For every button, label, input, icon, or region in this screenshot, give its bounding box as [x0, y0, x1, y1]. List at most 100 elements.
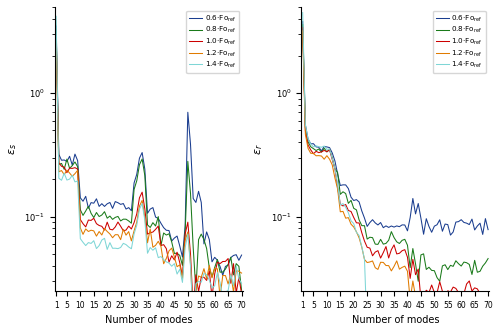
1.2·Fo$_\mathrm{ref}$ — [96, 229, 102, 233]
0.6·Fo$_\mathrm{ref}$ — [212, 255, 218, 259]
0.6·Fo$_\mathrm{ref}$ — [209, 260, 215, 264]
0.8·Fo$_\mathrm{ref}$ — [402, 237, 408, 241]
0.8·Fo$_\mathrm{ref}$ — [300, 23, 306, 27]
1.0·Fo$_\mathrm{ref}$ — [96, 223, 102, 227]
Line: 0.6·Fo$_\mathrm{ref}$: 0.6·Fo$_\mathrm{ref}$ — [56, 26, 242, 275]
0.8·Fo$_\mathrm{ref}$ — [324, 150, 330, 154]
X-axis label: Number of modes: Number of modes — [105, 315, 192, 325]
1.2·Fo$_\mathrm{ref}$ — [324, 154, 330, 158]
1.0·Fo$_\mathrm{ref}$ — [458, 291, 464, 295]
0.6·Fo$_\mathrm{ref}$ — [110, 207, 116, 210]
0.6·Fo$_\mathrm{ref}$ — [448, 233, 454, 237]
1.4·Fo$_\mathrm{ref}$ — [458, 329, 464, 332]
0.6·Fo$_\mathrm{ref}$ — [238, 253, 244, 257]
0.6·Fo$_\mathrm{ref}$ — [324, 145, 330, 149]
1.0·Fo$_\mathrm{ref}$ — [342, 203, 348, 207]
1.2·Fo$_\mathrm{ref}$ — [212, 266, 218, 270]
Legend: 0.6·Fo$_\mathrm{ref}$, 0.8·Fo$_\mathrm{ref}$, 1.0·Fo$_\mathrm{ref}$, 1.2·Fo$_\ma: 0.6·Fo$_\mathrm{ref}$, 0.8·Fo$_\mathrm{r… — [186, 11, 240, 73]
0.8·Fo$_\mathrm{ref}$ — [342, 192, 348, 196]
0.8·Fo$_\mathrm{ref}$ — [78, 208, 84, 212]
1.0·Fo$_\mathrm{ref}$ — [214, 260, 220, 264]
1.4·Fo$_\mathrm{ref}$ — [212, 284, 218, 288]
0.6·Fo$_\mathrm{ref}$ — [53, 24, 59, 28]
X-axis label: Number of modes: Number of modes — [352, 315, 439, 325]
0.6·Fo$_\mathrm{ref}$ — [220, 273, 226, 277]
1.2·Fo$_\mathrm{ref}$ — [156, 239, 162, 243]
1.4·Fo$_\mathrm{ref}$ — [78, 237, 84, 241]
1.4·Fo$_\mathrm{ref}$ — [238, 282, 244, 286]
1.2·Fo$_\mathrm{ref}$ — [356, 236, 362, 240]
0.6·Fo$_\mathrm{ref}$ — [402, 223, 408, 227]
0.8·Fo$_\mathrm{ref}$ — [238, 288, 244, 292]
1.0·Fo$_\mathrm{ref}$ — [110, 228, 116, 232]
0.6·Fo$_\mathrm{ref}$ — [458, 218, 464, 222]
1.2·Fo$_\mathrm{ref}$ — [238, 271, 244, 275]
0.8·Fo$_\mathrm{ref}$ — [436, 279, 442, 283]
1.4·Fo$_\mathrm{ref}$ — [96, 244, 102, 248]
1.2·Fo$_\mathrm{ref}$ — [110, 236, 116, 240]
0.6·Fo$_\mathrm{ref}$ — [300, 20, 306, 24]
1.0·Fo$_\mathrm{ref}$ — [348, 209, 354, 213]
1.4·Fo$_\mathrm{ref}$ — [190, 318, 196, 322]
Line: 1.2·Fo$_\mathrm{ref}$: 1.2·Fo$_\mathrm{ref}$ — [302, 31, 488, 330]
1.4·Fo$_\mathrm{ref}$ — [53, 14, 59, 18]
1.0·Fo$_\mathrm{ref}$ — [300, 26, 306, 30]
0.8·Fo$_\mathrm{ref}$ — [96, 214, 102, 218]
1.4·Fo$_\mathrm{ref}$ — [156, 256, 162, 260]
0.6·Fo$_\mathrm{ref}$ — [156, 216, 162, 220]
Line: 1.0·Fo$_\mathrm{ref}$: 1.0·Fo$_\mathrm{ref}$ — [56, 34, 242, 308]
1.0·Fo$_\mathrm{ref}$ — [356, 221, 362, 225]
1.4·Fo$_\mathrm{ref}$ — [402, 330, 408, 332]
1.0·Fo$_\mathrm{ref}$ — [212, 272, 218, 276]
1.2·Fo$_\mathrm{ref}$ — [53, 36, 59, 40]
0.8·Fo$_\mathrm{ref}$ — [212, 266, 218, 270]
Line: 1.4·Fo$_\mathrm{ref}$: 1.4·Fo$_\mathrm{ref}$ — [56, 16, 242, 320]
1.2·Fo$_\mathrm{ref}$ — [342, 216, 348, 220]
0.6·Fo$_\mathrm{ref}$ — [96, 205, 102, 208]
0.8·Fo$_\mathrm{ref}$ — [356, 218, 362, 222]
1.2·Fo$_\mathrm{ref}$ — [190, 316, 196, 320]
1.2·Fo$_\mathrm{ref}$ — [402, 264, 408, 268]
0.8·Fo$_\mathrm{ref}$ — [461, 260, 467, 264]
Line: 1.4·Fo$_\mathrm{ref}$: 1.4·Fo$_\mathrm{ref}$ — [302, 13, 488, 332]
1.0·Fo$_\mathrm{ref}$ — [53, 32, 59, 36]
0.6·Fo$_\mathrm{ref}$ — [342, 183, 348, 187]
Y-axis label: $\varepsilon_r$: $\varepsilon_r$ — [254, 143, 266, 155]
1.4·Fo$_\mathrm{ref}$ — [214, 271, 220, 275]
1.4·Fo$_\mathrm{ref}$ — [300, 11, 306, 15]
1.2·Fo$_\mathrm{ref}$ — [456, 321, 462, 325]
Line: 0.6·Fo$_\mathrm{ref}$: 0.6·Fo$_\mathrm{ref}$ — [302, 22, 488, 235]
0.8·Fo$_\mathrm{ref}$ — [485, 257, 491, 261]
Legend: 0.6·Fo$_\mathrm{ref}$, 0.8·Fo$_\mathrm{ref}$, 1.0·Fo$_\mathrm{ref}$, 1.2·Fo$_\ma: 0.6·Fo$_\mathrm{ref}$, 0.8·Fo$_\mathrm{r… — [432, 11, 486, 73]
0.6·Fo$_\mathrm{ref}$ — [78, 196, 84, 200]
1.2·Fo$_\mathrm{ref}$ — [300, 29, 306, 33]
0.6·Fo$_\mathrm{ref}$ — [461, 220, 467, 224]
0.6·Fo$_\mathrm{ref}$ — [356, 200, 362, 204]
0.8·Fo$_\mathrm{ref}$ — [193, 288, 199, 292]
Line: 0.8·Fo$_\mathrm{ref}$: 0.8·Fo$_\mathrm{ref}$ — [56, 29, 242, 290]
1.4·Fo$_\mathrm{ref}$ — [342, 205, 348, 209]
1.0·Fo$_\mathrm{ref}$ — [78, 217, 84, 221]
1.2·Fo$_\mathrm{ref}$ — [482, 328, 488, 332]
Y-axis label: $\varepsilon_s$: $\varepsilon_s$ — [7, 143, 18, 155]
1.0·Fo$_\mathrm{ref}$ — [456, 290, 462, 294]
1.2·Fo$_\mathrm{ref}$ — [485, 312, 491, 316]
1.0·Fo$_\mathrm{ref}$ — [402, 248, 408, 252]
0.8·Fo$_\mathrm{ref}$ — [110, 217, 116, 221]
0.8·Fo$_\mathrm{ref}$ — [214, 258, 220, 262]
0.8·Fo$_\mathrm{ref}$ — [53, 27, 59, 31]
0.6·Fo$_\mathrm{ref}$ — [485, 228, 491, 232]
1.2·Fo$_\mathrm{ref}$ — [458, 314, 464, 318]
1.0·Fo$_\mathrm{ref}$ — [485, 300, 491, 304]
1.4·Fo$_\mathrm{ref}$ — [324, 147, 330, 151]
1.4·Fo$_\mathrm{ref}$ — [110, 246, 116, 250]
1.0·Fo$_\mathrm{ref}$ — [156, 224, 162, 228]
Line: 1.2·Fo$_\mathrm{ref}$: 1.2·Fo$_\mathrm{ref}$ — [56, 38, 242, 318]
0.8·Fo$_\mathrm{ref}$ — [458, 264, 464, 268]
1.0·Fo$_\mathrm{ref}$ — [238, 292, 244, 296]
1.2·Fo$_\mathrm{ref}$ — [78, 226, 84, 230]
1.0·Fo$_\mathrm{ref}$ — [190, 306, 196, 310]
Line: 1.0·Fo$_\mathrm{ref}$: 1.0·Fo$_\mathrm{ref}$ — [302, 28, 488, 302]
0.8·Fo$_\mathrm{ref}$ — [156, 214, 162, 218]
1.4·Fo$_\mathrm{ref}$ — [356, 233, 362, 237]
